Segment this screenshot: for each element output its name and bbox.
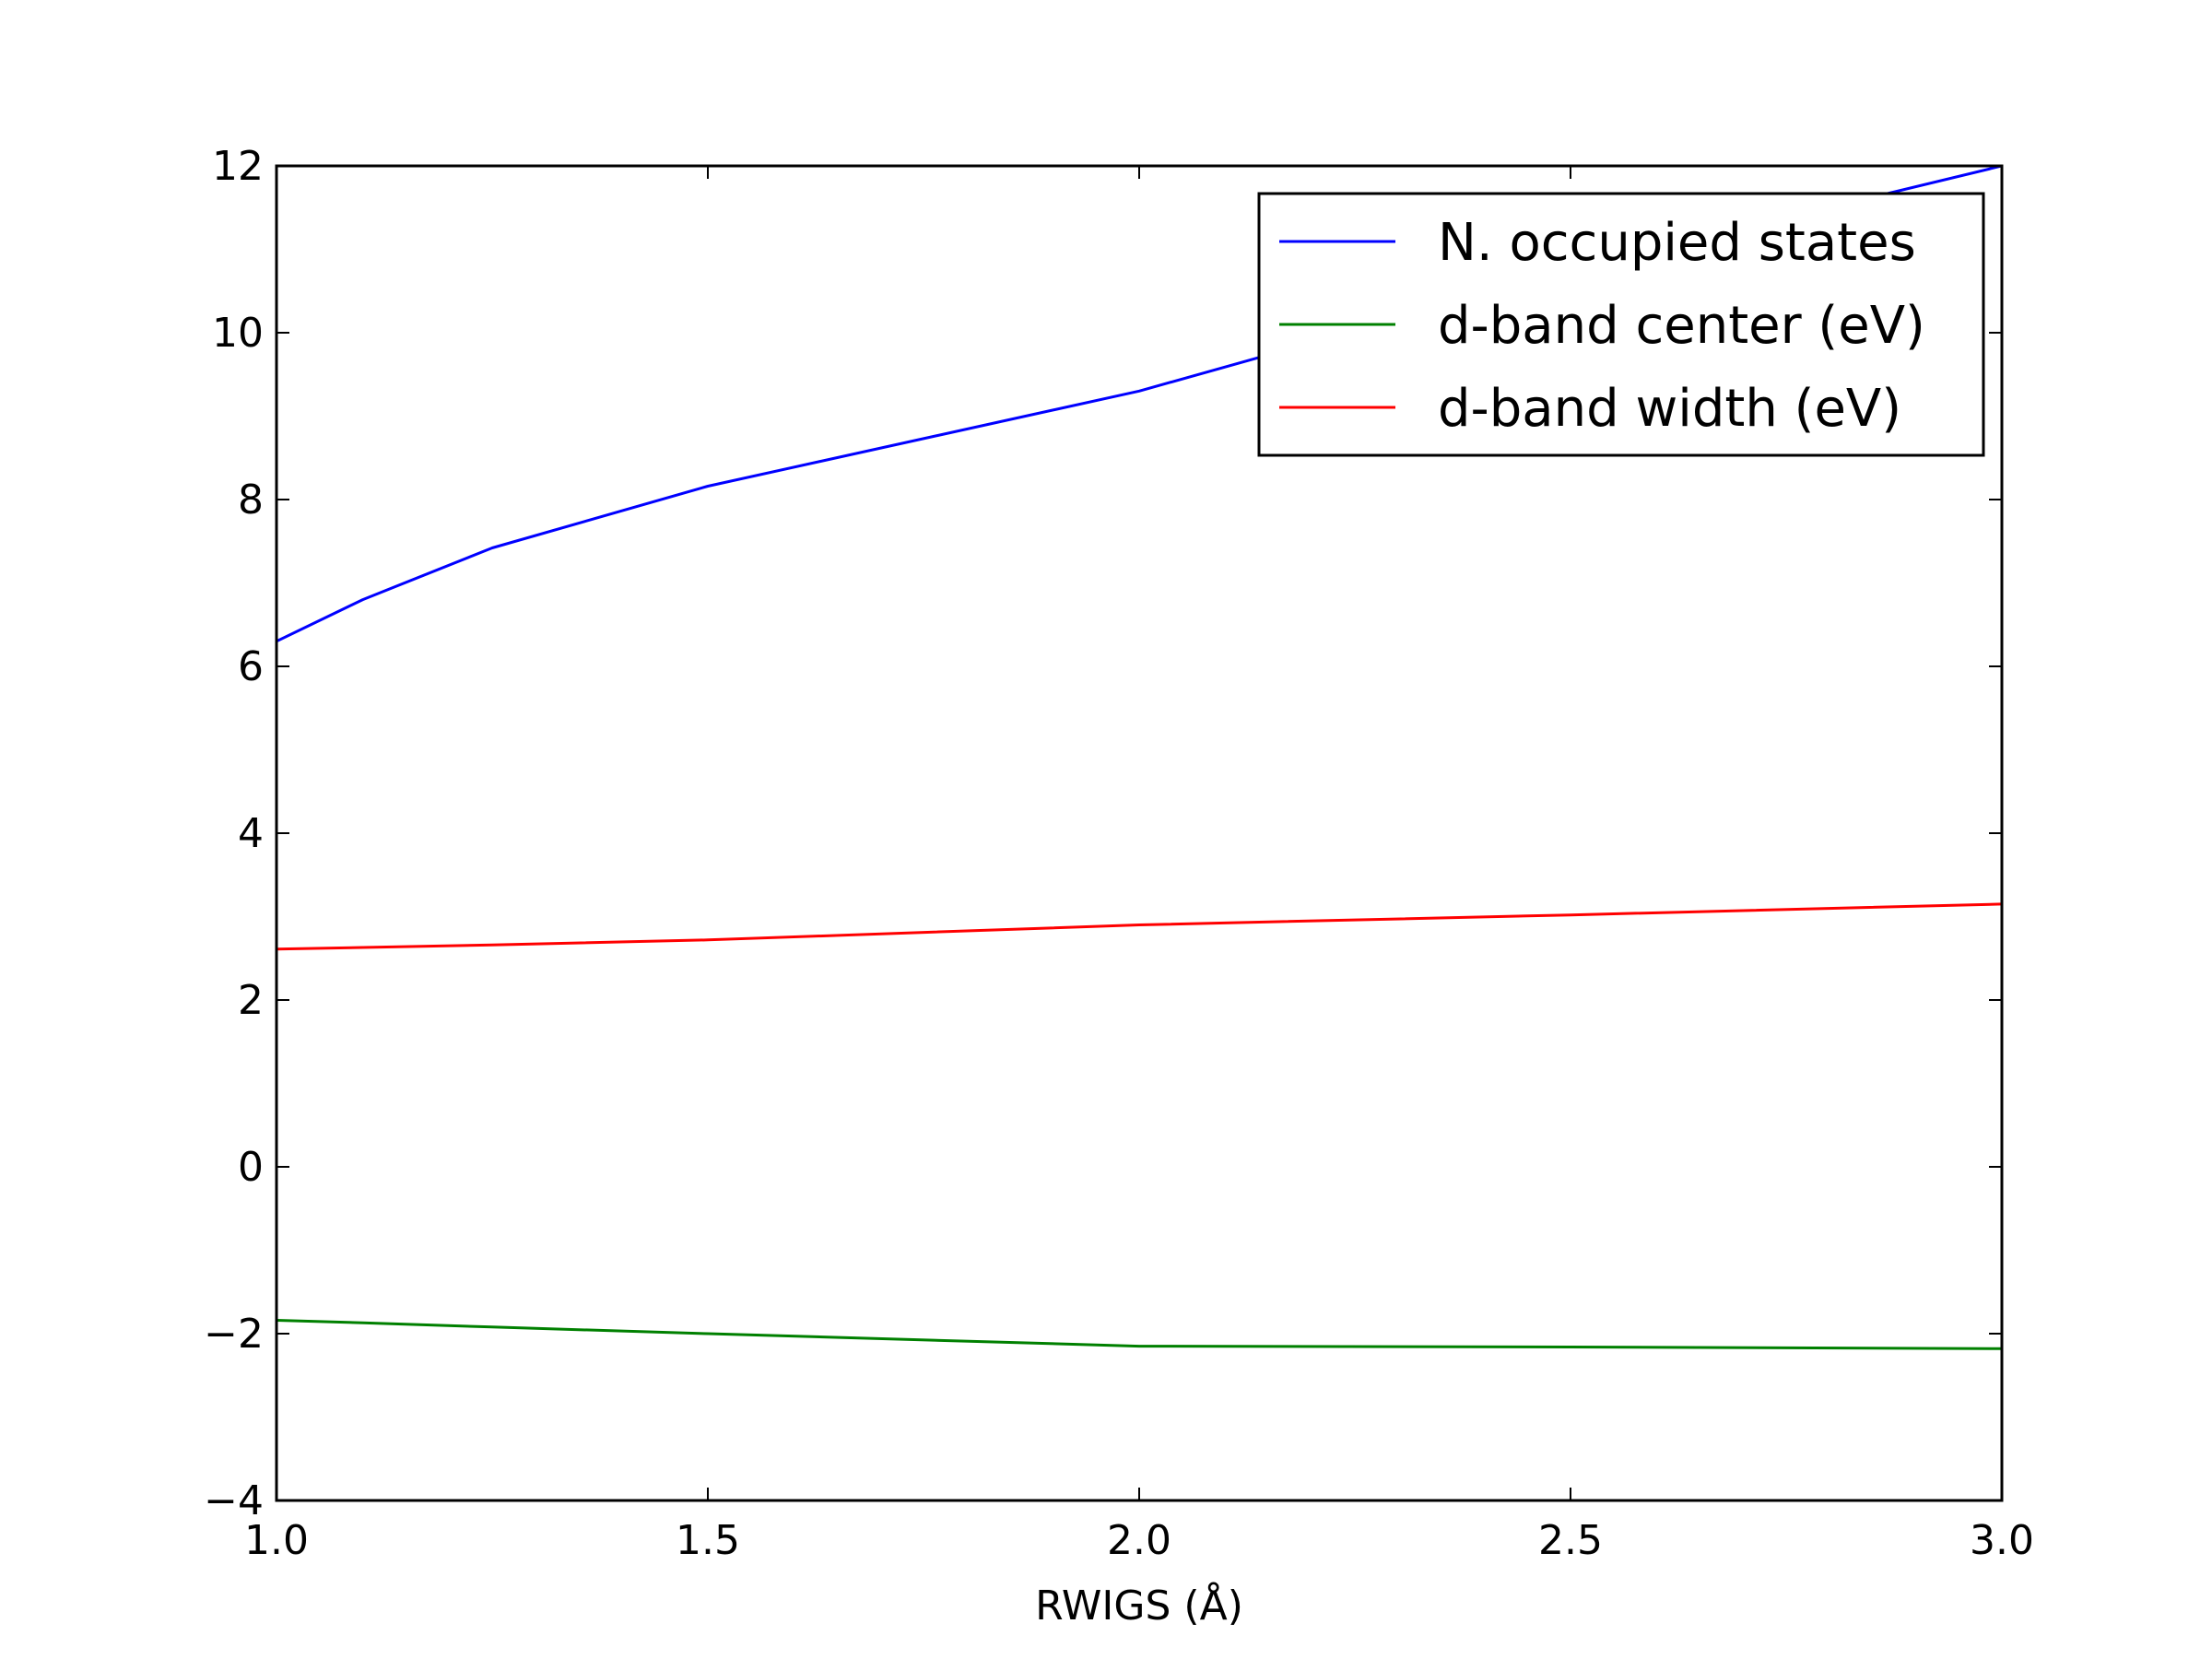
y-tick-label: 2 (238, 977, 264, 1024)
y-tick-label: 6 (238, 643, 264, 690)
y-tick-label: 8 (238, 477, 264, 524)
plot-frame (275, 164, 2004, 1502)
x-tick-label: 3.0 (1970, 1517, 2034, 1564)
legend-label-2: d-band center (eV) (1438, 296, 1925, 356)
x-tick-label: 2.5 (1538, 1517, 1603, 1564)
y-tick-label: 12 (212, 143, 264, 190)
series-line-2 (276, 1319, 2002, 1350)
x-tick-label: 2.0 (1107, 1517, 1171, 1564)
x-tick-label: 1.0 (244, 1517, 309, 1564)
series-line-3 (276, 902, 2002, 951)
y-tick-labels: −4 −2 0 2 4 6 8 10 12 (204, 143, 264, 1524)
legend-label-1: N. occupied states (1438, 213, 1916, 273)
y-tick-label: −4 (204, 1477, 264, 1524)
y-tick-label: −2 (204, 1311, 264, 1358)
x-tick-labels: 1.0 1.5 2.0 2.5 3.0 (244, 1517, 2034, 1564)
y-tick-label: 0 (238, 1144, 264, 1191)
x-tick-label: 1.5 (676, 1517, 740, 1564)
legend-label-3: d-band width (eV) (1438, 379, 1901, 439)
legend-box (1257, 192, 1985, 457)
y-tick-label: 4 (238, 810, 264, 857)
legend: N. occupied states d-band center (eV) d-ba… (1257, 192, 1985, 457)
y-tick-label: 10 (212, 310, 264, 357)
x-axis-label: RWIGS (Å) (1035, 1581, 1243, 1630)
